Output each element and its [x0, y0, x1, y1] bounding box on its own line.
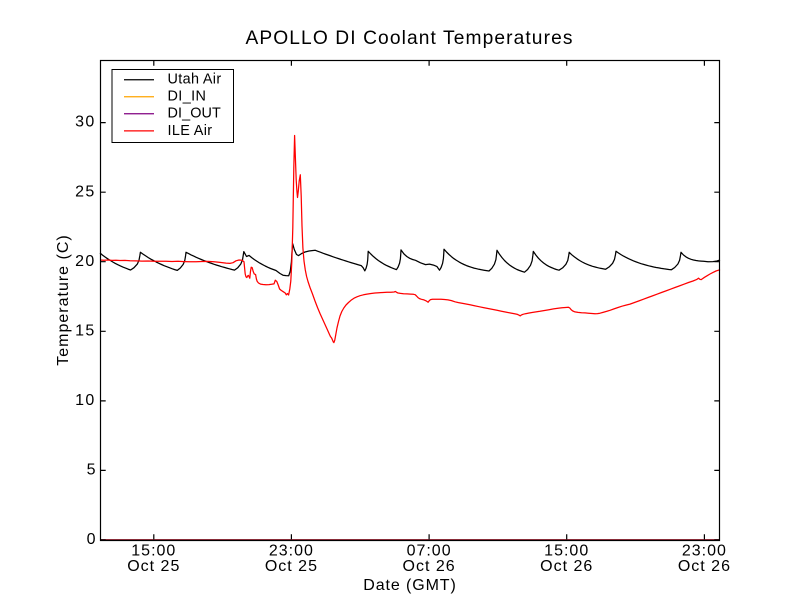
svg-text:5: 5	[87, 462, 96, 479]
svg-text:25: 25	[75, 183, 95, 200]
svg-text:Oct 26: Oct 26	[403, 558, 456, 575]
svg-text:Date (GMT): Date (GMT)	[363, 577, 456, 594]
svg-text:20: 20	[75, 253, 95, 270]
svg-text:Oct 26: Oct 26	[540, 558, 593, 575]
svg-text:15: 15	[75, 322, 95, 339]
svg-text:07:00: 07:00	[407, 543, 452, 560]
svg-text:30: 30	[75, 114, 95, 131]
svg-text:0: 0	[87, 531, 96, 548]
svg-text:23:00: 23:00	[269, 543, 314, 560]
svg-text:10: 10	[75, 392, 95, 409]
svg-text:Oct 25: Oct 25	[265, 558, 318, 575]
svg-text:Oct 25: Oct 25	[127, 558, 180, 575]
svg-text:DI_IN: DI_IN	[168, 89, 207, 105]
svg-text:Temperature (C): Temperature (C)	[55, 234, 72, 365]
svg-text:23:00: 23:00	[682, 543, 727, 560]
svg-text:ILE Air: ILE Air	[168, 123, 213, 139]
svg-text:15:00: 15:00	[131, 543, 176, 560]
svg-text:DI_OUT: DI_OUT	[168, 106, 221, 122]
svg-text:Utah Air: Utah Air	[168, 72, 222, 88]
svg-text:15:00: 15:00	[544, 543, 589, 560]
svg-text:Oct 26: Oct 26	[678, 558, 731, 575]
svg-text:APOLLO DI Coolant Temperatures: APOLLO DI Coolant Temperatures	[245, 28, 573, 49]
